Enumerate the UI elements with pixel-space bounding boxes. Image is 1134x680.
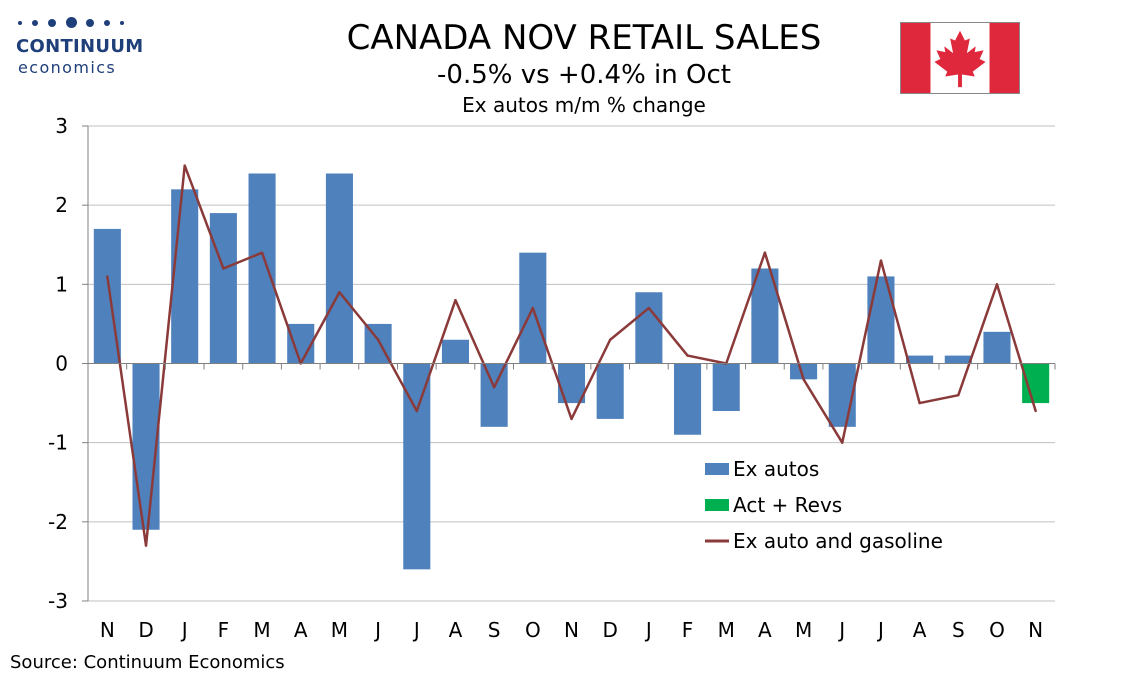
line-point <box>531 306 535 310</box>
bar <box>596 363 624 419</box>
chart-title: CANADA NOV RETAIL SALES <box>346 18 822 58</box>
line-point <box>1034 409 1037 413</box>
line-point <box>106 275 109 278</box>
x-tick-label: A <box>913 618 927 642</box>
legend-label: Ex auto and gasoline <box>733 529 943 553</box>
x-tick-label: M <box>718 618 735 642</box>
line-point <box>338 291 341 294</box>
source-note: Source: Continuum Economics <box>10 652 285 673</box>
x-tick-label: A <box>294 618 308 642</box>
line-point <box>918 401 921 405</box>
x-tick-label: J <box>876 618 884 642</box>
x-tick-label: A <box>758 618 772 642</box>
y-tick-label: -2 <box>48 510 68 534</box>
line-point <box>376 338 380 341</box>
canada-flag-icon <box>900 22 1020 94</box>
line-point <box>802 378 805 381</box>
x-tick-label: M <box>795 618 812 642</box>
x-tick-label: S <box>952 618 965 642</box>
line-point <box>454 298 457 302</box>
line-point <box>260 251 264 254</box>
line-point <box>879 259 883 262</box>
x-tick-label: S <box>488 618 501 642</box>
line-point <box>492 386 496 389</box>
bar <box>944 355 972 364</box>
x-tick-label: J <box>644 618 652 642</box>
x-tick-label: N <box>100 618 115 642</box>
bar <box>867 276 895 364</box>
line-point <box>841 441 844 444</box>
x-tick-label: M <box>331 618 348 642</box>
bar <box>635 292 663 364</box>
bar <box>287 323 315 364</box>
series-line-ex-auto-gasoline <box>106 164 1037 547</box>
line-point <box>686 354 689 357</box>
bar <box>171 189 199 364</box>
legend-label: Ex autos <box>733 457 819 481</box>
line-point <box>144 544 148 547</box>
line-point <box>415 409 418 413</box>
bar <box>790 363 818 380</box>
x-tick-label: O <box>525 618 541 642</box>
bar <box>480 363 508 427</box>
bar <box>712 363 740 411</box>
legend-swatch <box>705 463 729 475</box>
x-tick-label: A <box>449 618 463 642</box>
x-tick-label: J <box>373 618 381 642</box>
bar <box>248 173 276 364</box>
chart-subtitle: -0.5% vs +0.4% in Oct <box>437 60 731 90</box>
line-point <box>763 251 767 254</box>
x-tick-label: J <box>180 618 188 642</box>
line-point <box>570 417 573 421</box>
line-point <box>608 338 612 341</box>
bar <box>674 363 702 435</box>
logo-subtitle: economics <box>18 58 117 77</box>
x-tick-label: J <box>837 618 845 642</box>
x-tick-label: J <box>412 618 420 642</box>
legend-label: Act + Revs <box>733 493 842 517</box>
bar <box>325 173 353 364</box>
bar <box>403 363 431 570</box>
line-point <box>183 164 186 167</box>
bar <box>983 331 1011 364</box>
logo-dots-icon <box>18 16 124 30</box>
x-tick-label: N <box>564 618 579 642</box>
x-tick-label: O <box>989 618 1005 642</box>
y-tick-label: 3 <box>55 114 68 138</box>
bar <box>209 213 237 364</box>
y-tick-label: 0 <box>55 352 68 376</box>
continuum-logo: CONTINUUM economics <box>14 14 143 77</box>
logo-name: CONTINUUM <box>16 36 144 57</box>
bar <box>441 339 469 364</box>
bar <box>906 355 934 364</box>
x-tick-label: F <box>218 618 230 642</box>
line-point <box>957 393 960 397</box>
x-tick-label: F <box>682 618 694 642</box>
y-tick-label: -3 <box>48 589 68 613</box>
legend-swatch <box>705 499 729 511</box>
y-tick-label: -1 <box>48 431 68 455</box>
x-tick-label: D <box>602 618 617 642</box>
line-point <box>995 283 999 286</box>
y-tick-label: 2 <box>55 193 68 217</box>
x-tick-label: D <box>138 618 153 642</box>
line-point <box>222 267 225 270</box>
line-point <box>647 306 651 310</box>
x-tick-label: N <box>1028 618 1043 642</box>
chart-subtitle-2: Ex autos m/m % change <box>462 93 706 117</box>
x-tick-label: M <box>253 618 270 642</box>
y-tick-label: 1 <box>55 272 68 296</box>
